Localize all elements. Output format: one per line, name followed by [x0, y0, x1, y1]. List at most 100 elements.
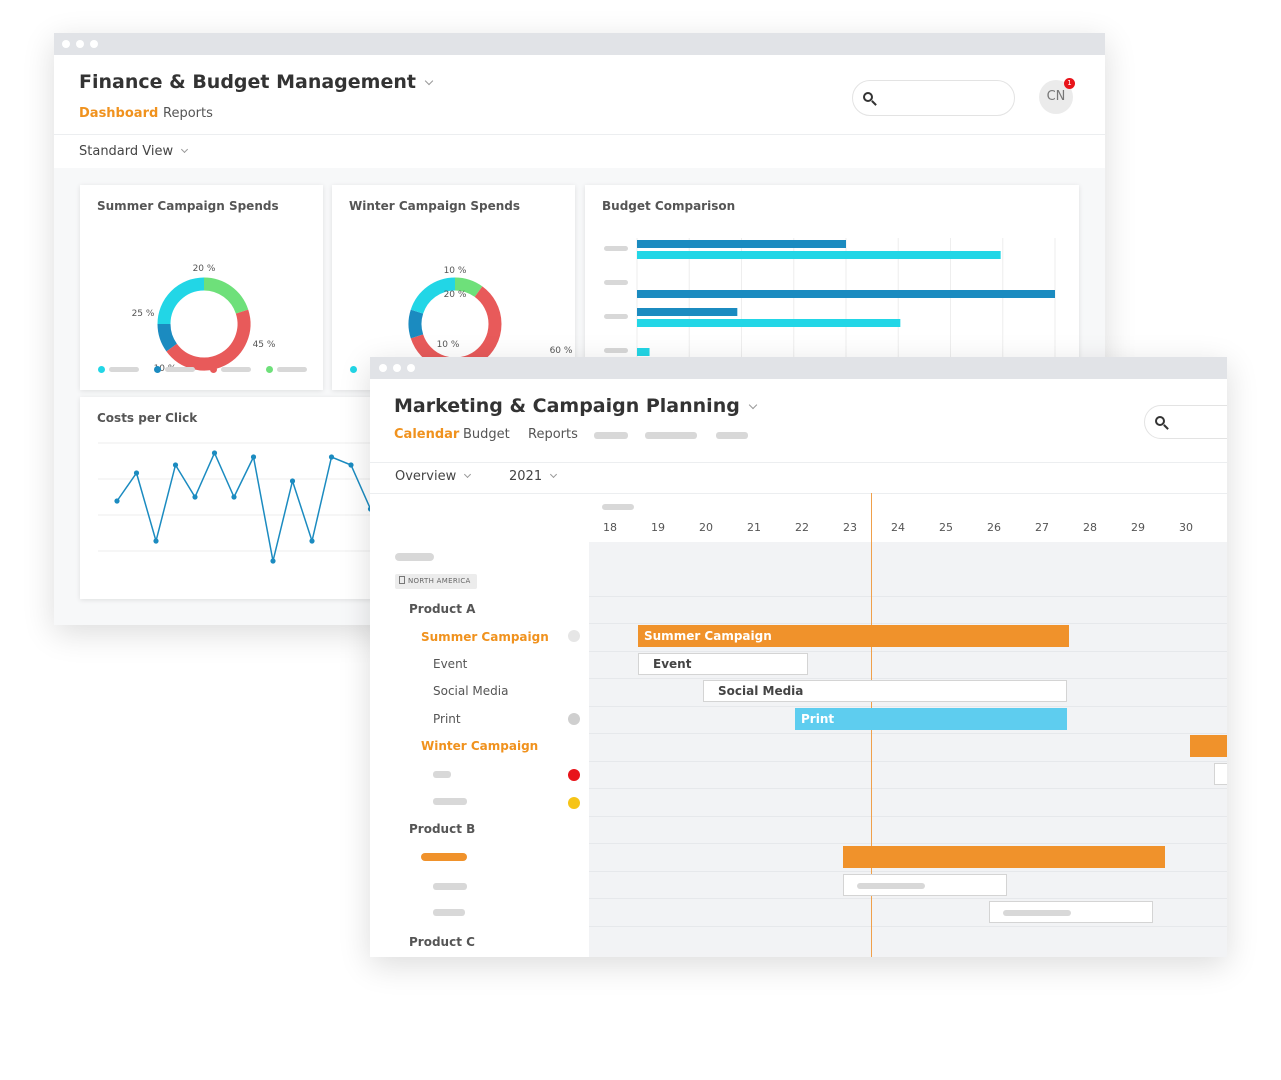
- window-dot[interactable]: [407, 364, 415, 372]
- window-dot[interactable]: [379, 364, 387, 372]
- category-placeholder: [604, 314, 628, 319]
- window-dot[interactable]: [90, 40, 98, 48]
- row-divider: [589, 816, 1227, 817]
- chevron-down-icon[interactable]: [424, 76, 434, 86]
- window-dot[interactable]: [393, 364, 401, 372]
- winter-donut-chart: 10 % 60 % 10 % 20 %: [408, 266, 573, 371]
- tab-placeholder[interactable]: [645, 432, 697, 439]
- gantt-bar-summer-campaign[interactable]: Summer Campaign: [638, 625, 1069, 647]
- cpc-point: [153, 538, 159, 544]
- row-product-a[interactable]: Product A: [409, 602, 476, 616]
- tab-reports[interactable]: Reports: [528, 427, 578, 442]
- gantt-bar-product-b-item[interactable]: [989, 901, 1153, 923]
- row-summer-campaign[interactable]: Summer Campaign: [421, 630, 549, 644]
- status-dot-yellow[interactable]: [568, 797, 580, 809]
- card-title: Budget Comparison: [602, 199, 736, 213]
- divider: [54, 134, 1105, 135]
- cpc-point: [309, 538, 315, 544]
- window-titlebar: [54, 33, 1105, 55]
- search-input[interactable]: [1144, 405, 1227, 439]
- status-dot[interactable]: [568, 713, 580, 725]
- day-number[interactable]: 19: [651, 521, 665, 534]
- cpc-point: [231, 494, 237, 500]
- slice-label: 45 %: [253, 340, 276, 350]
- row-placeholder[interactable]: [433, 909, 465, 916]
- search-input[interactable]: [852, 80, 1015, 116]
- day-number[interactable]: 23: [843, 521, 857, 534]
- category-placeholder: [604, 280, 628, 285]
- row-divider: [589, 926, 1227, 927]
- tab-reports[interactable]: Reports: [163, 106, 213, 121]
- cpc-series-line: [116, 451, 391, 562]
- gantt-bar-product-b[interactable]: [843, 846, 1165, 868]
- gantt-bar-print[interactable]: Print: [795, 708, 1067, 730]
- app-title-text: Finance & Budget Management: [79, 71, 416, 93]
- status-dot[interactable]: [568, 630, 580, 642]
- slice-label: 10 %: [437, 340, 460, 350]
- day-number[interactable]: 20: [699, 521, 713, 534]
- tab-dashboard[interactable]: Dashboard: [79, 106, 159, 121]
- row-divider: [589, 843, 1227, 844]
- window-dot[interactable]: [76, 40, 84, 48]
- row-event[interactable]: Event: [433, 657, 468, 671]
- day-number[interactable]: 21: [747, 521, 761, 534]
- row-divider: [589, 623, 1227, 624]
- tab-placeholder[interactable]: [594, 432, 628, 439]
- row-product-b[interactable]: Product B: [409, 822, 476, 836]
- legend-placeholder: [277, 367, 307, 372]
- tab-budget[interactable]: Budget: [463, 427, 510, 442]
- tab-placeholder[interactable]: [716, 432, 748, 439]
- overview-selector[interactable]: Overview: [395, 469, 472, 484]
- cpc-line-chart: [98, 442, 500, 564]
- legend-swatch: [154, 366, 161, 373]
- row-winter-campaign[interactable]: Winter Campaign: [421, 739, 539, 753]
- divider: [370, 462, 1227, 463]
- chevron-down-icon[interactable]: [748, 400, 758, 410]
- row-placeholder[interactable]: [421, 853, 467, 861]
- avatar-initials: CN: [1046, 89, 1066, 104]
- card-title: Costs per Click: [97, 411, 198, 425]
- day-number[interactable]: 27: [1035, 521, 1049, 534]
- gantt-bar-social-media[interactable]: Social Media: [703, 680, 1067, 702]
- day-number[interactable]: 30: [1179, 521, 1193, 534]
- view-selector[interactable]: Standard View: [79, 144, 189, 159]
- legend-swatch: [266, 366, 273, 373]
- year-selector[interactable]: 2021: [509, 469, 558, 484]
- donut-slice: [157, 323, 178, 352]
- day-number[interactable]: 28: [1083, 521, 1097, 534]
- bar-placeholder: [857, 883, 925, 889]
- row-social-media[interactable]: Social Media: [433, 684, 509, 698]
- day-number[interactable]: 26: [987, 521, 1001, 534]
- avatar[interactable]: CN 1: [1039, 78, 1075, 114]
- day-number[interactable]: 29: [1131, 521, 1145, 534]
- day-number[interactable]: 25: [939, 521, 953, 534]
- gantt-bar-winter-item[interactable]: [1214, 763, 1227, 785]
- day-number[interactable]: 18: [603, 521, 617, 534]
- region-badge-text: NORTH AMERICA: [408, 577, 471, 585]
- row-print[interactable]: Print: [433, 712, 461, 726]
- row-placeholder[interactable]: [433, 883, 467, 890]
- window-dot[interactable]: [62, 40, 70, 48]
- gantt-bar-winter-campaign[interactable]: [1190, 735, 1227, 757]
- cpc-point: [289, 478, 296, 484]
- day-number[interactable]: 22: [795, 521, 809, 534]
- donut-slice: [410, 277, 456, 314]
- app-title[interactable]: Finance & Budget Management: [79, 71, 434, 93]
- status-dot-red[interactable]: [568, 769, 580, 781]
- row-product-c[interactable]: Product C: [409, 935, 475, 949]
- row-divider: [589, 761, 1227, 762]
- row-divider: [589, 733, 1227, 734]
- category-placeholder: [604, 246, 628, 251]
- budget-bar: [637, 240, 846, 248]
- card-title: Summer Campaign Spends: [97, 199, 279, 213]
- search-icon: [863, 92, 873, 102]
- row-placeholder[interactable]: [433, 771, 451, 778]
- app-title[interactable]: Marketing & Campaign Planning: [394, 395, 758, 417]
- budget-comparison-card: Budget Comparison: [585, 185, 1079, 390]
- row-placeholder[interactable]: [433, 798, 467, 805]
- tab-calendar[interactable]: Calendar: [394, 427, 460, 442]
- day-number[interactable]: 24: [891, 521, 905, 534]
- summer-spends-card: Summer Campaign Spends 20 %45 %10 %25 %: [80, 185, 323, 390]
- gantt-bar-product-b-item[interactable]: [843, 874, 1007, 896]
- gantt-bar-event[interactable]: Event: [638, 653, 808, 675]
